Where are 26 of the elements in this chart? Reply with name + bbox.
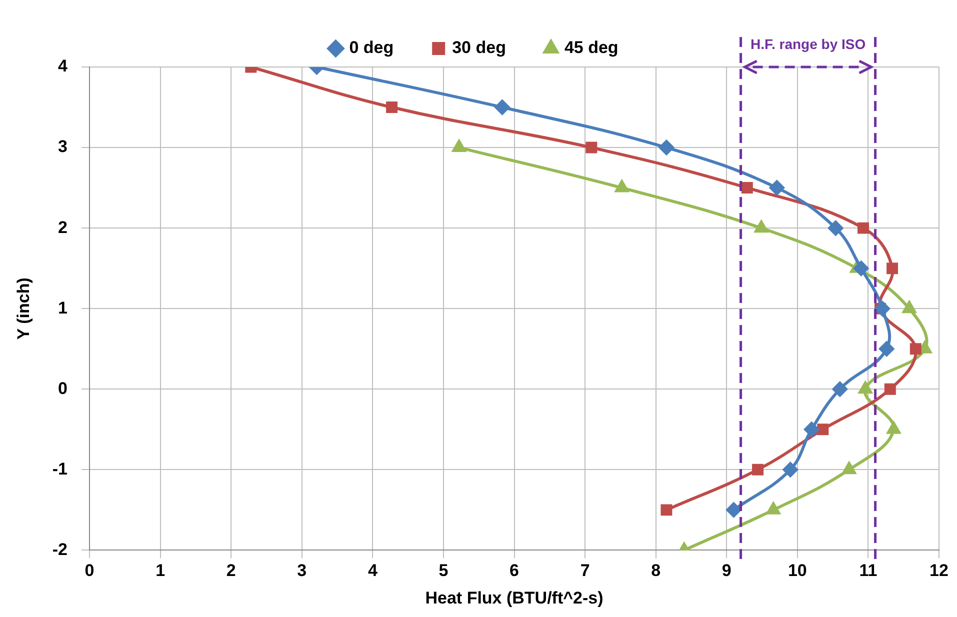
x-tick-label: 7 — [580, 561, 590, 580]
y-tick-label: 1 — [58, 298, 68, 318]
y-tick-label: -2 — [52, 540, 68, 559]
x-tick-label: 5 — [438, 561, 448, 580]
y-tick-label: 4 — [58, 56, 68, 76]
y-axis-title: Y (inch) — [14, 278, 33, 340]
y-tick-label: 3 — [58, 137, 68, 156]
legend-label: 45 deg — [564, 38, 618, 58]
x-tick-label: 2 — [226, 561, 236, 580]
x-tick-label: 6 — [510, 561, 519, 580]
x-tick-label: 0 — [84, 561, 94, 580]
x-tick-label: 10 — [788, 561, 807, 580]
y-tick-label: 0 — [58, 378, 68, 398]
text: H.F. range by ISO — [750, 36, 866, 52]
x-tick-label: 12 — [930, 561, 948, 580]
x-tick-label: 1 — [156, 561, 166, 580]
x-axis-title: Heat Flux (BTU/ft^2-s) — [425, 588, 604, 608]
x-tick-label: 8 — [651, 561, 661, 580]
y-tick-label: -1 — [52, 459, 68, 478]
legend-label: 0 deg — [349, 38, 394, 58]
x-tick-label: 11 — [859, 561, 878, 580]
x-tick-label: 3 — [297, 561, 307, 580]
x-tick-label: 9 — [722, 561, 732, 580]
legend-label: 30 deg — [452, 38, 506, 58]
y-tick-label: 2 — [58, 218, 68, 237]
x-tick-label: 4 — [368, 561, 378, 580]
